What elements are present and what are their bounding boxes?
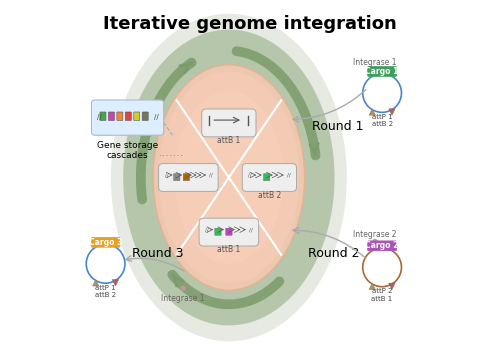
FancyBboxPatch shape — [108, 112, 114, 120]
FancyBboxPatch shape — [368, 66, 396, 76]
Ellipse shape — [153, 65, 304, 290]
Polygon shape — [389, 109, 395, 115]
FancyBboxPatch shape — [368, 241, 396, 251]
FancyBboxPatch shape — [117, 112, 123, 120]
Text: //: // — [249, 228, 253, 233]
Text: Round 3: Round 3 — [132, 247, 184, 260]
Polygon shape — [389, 283, 395, 290]
FancyBboxPatch shape — [226, 228, 232, 235]
Polygon shape — [92, 280, 99, 286]
Text: //: // — [208, 173, 212, 178]
FancyBboxPatch shape — [242, 164, 296, 191]
FancyBboxPatch shape — [215, 228, 221, 235]
Text: Integrase 1: Integrase 1 — [354, 58, 397, 66]
FancyBboxPatch shape — [264, 174, 270, 181]
FancyBboxPatch shape — [142, 112, 148, 120]
FancyBboxPatch shape — [183, 174, 190, 181]
Text: Cargo 2: Cargo 2 — [366, 241, 399, 250]
Text: .......: ....... — [158, 148, 184, 158]
Text: Cargo 3: Cargo 3 — [89, 238, 122, 247]
FancyBboxPatch shape — [91, 237, 120, 247]
FancyBboxPatch shape — [134, 112, 140, 120]
Text: Round 2: Round 2 — [308, 247, 360, 260]
Text: //: // — [287, 173, 290, 178]
Polygon shape — [369, 109, 376, 115]
FancyBboxPatch shape — [174, 174, 180, 181]
Polygon shape — [112, 280, 118, 286]
Text: //: // — [248, 173, 252, 178]
Circle shape — [180, 286, 186, 291]
Circle shape — [372, 66, 378, 72]
Text: attP 1
attB 2: attP 1 attB 2 — [372, 114, 392, 127]
Text: attB 2: attB 2 — [258, 191, 281, 200]
FancyBboxPatch shape — [92, 100, 164, 135]
Text: //: // — [205, 228, 209, 233]
FancyBboxPatch shape — [199, 218, 258, 246]
Text: attB 1: attB 1 — [217, 245, 240, 254]
FancyBboxPatch shape — [100, 112, 106, 120]
Text: attB 1: attB 1 — [217, 136, 240, 145]
Circle shape — [372, 239, 378, 245]
Text: Integrase 1: Integrase 1 — [162, 294, 205, 304]
Text: Gene storage
cascades: Gene storage cascades — [97, 141, 158, 160]
Text: Iterative genome integration: Iterative genome integration — [103, 16, 397, 33]
Polygon shape — [123, 29, 334, 326]
Text: Integrase 2: Integrase 2 — [354, 230, 397, 239]
Text: attP 2
attB 1: attP 2 attB 1 — [372, 288, 392, 302]
Text: //: // — [97, 114, 102, 120]
Text: //: // — [154, 114, 158, 120]
Text: Cargo 1: Cargo 1 — [366, 67, 399, 76]
Polygon shape — [111, 14, 347, 341]
Text: //: // — [164, 173, 168, 178]
Text: Round 1: Round 1 — [312, 120, 363, 133]
Polygon shape — [369, 283, 376, 290]
FancyBboxPatch shape — [202, 109, 256, 137]
FancyBboxPatch shape — [126, 112, 132, 120]
FancyBboxPatch shape — [158, 164, 218, 191]
Text: attP 1
attB 2: attP 1 attB 2 — [95, 285, 116, 298]
